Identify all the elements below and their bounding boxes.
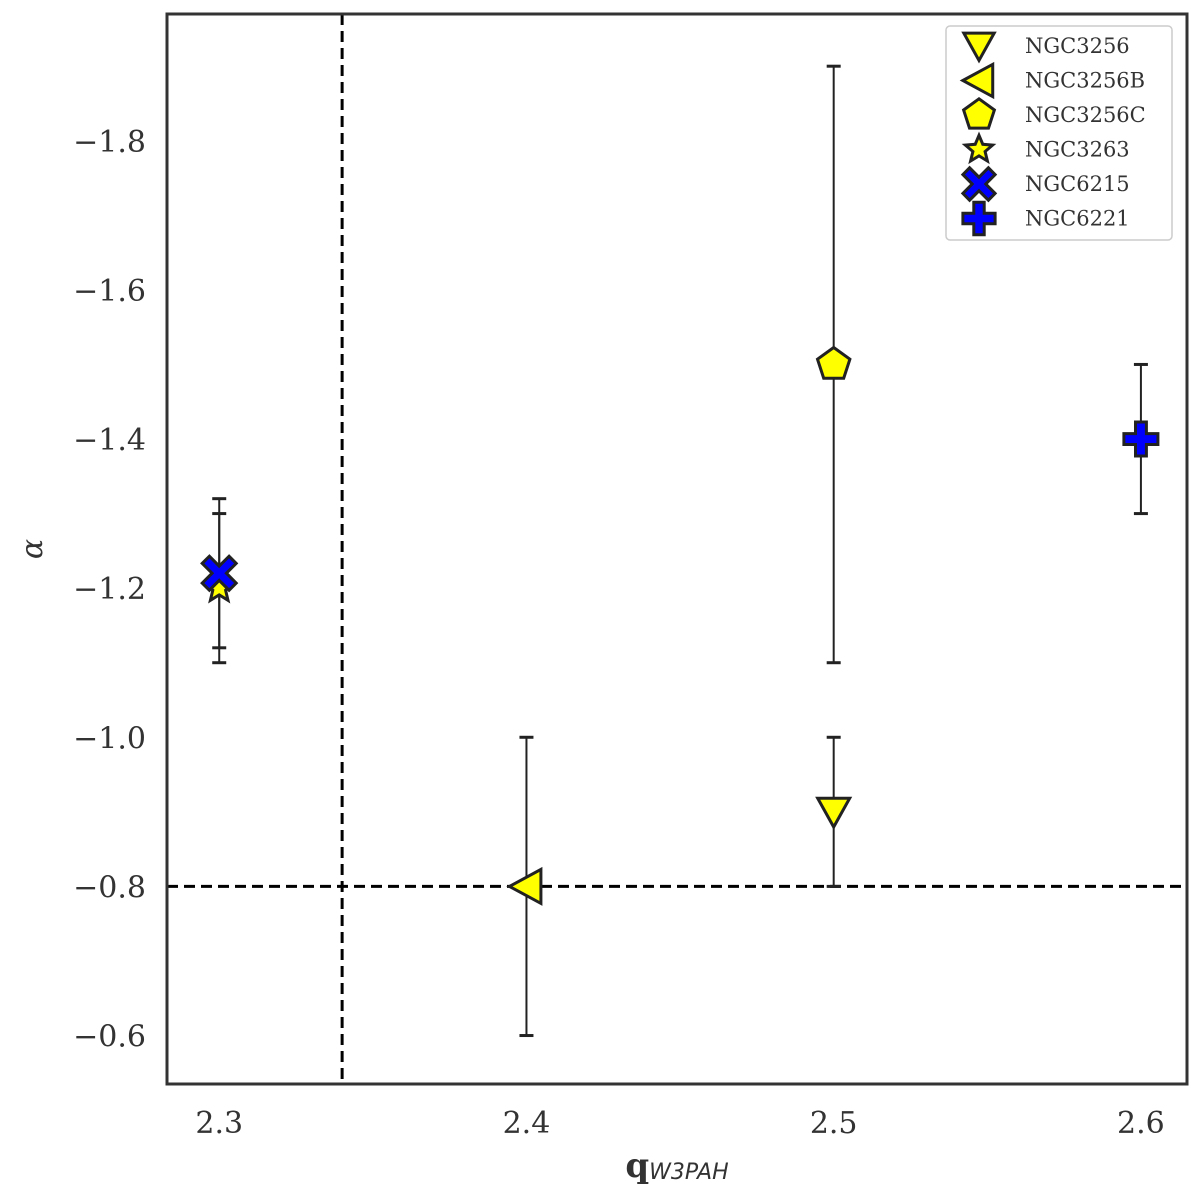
legend-label: NGC6221 bbox=[1025, 207, 1130, 231]
y-tick-label: −1.2 bbox=[73, 572, 146, 607]
point-ngc3256c bbox=[815, 345, 852, 380]
legend-marker-ngc3263 bbox=[961, 131, 997, 165]
x-tick-label: 2.4 bbox=[503, 1106, 551, 1141]
x-axis-label-subscript: W3PAH bbox=[649, 1160, 729, 1185]
legend-label: NGC3256B bbox=[1025, 69, 1145, 93]
y-tick-label: −1.4 bbox=[73, 423, 146, 458]
legend-marker-ngc3256b bbox=[959, 61, 995, 100]
x-axis-label-main: q bbox=[625, 1146, 649, 1186]
legend-marker-ngc3256 bbox=[961, 31, 997, 64]
x-axis: 2.3 2.4 2.5 2.6 bbox=[195, 1106, 1164, 1141]
legend-marker-ngc6215 bbox=[960, 165, 998, 203]
x-axis-label: qW3PAH bbox=[625, 1146, 728, 1186]
legend-marker-ngc6221 bbox=[961, 200, 997, 237]
legend: NGC3256 NGC3256B NGC3256C NGC3263 NGC6215 NGC… bbox=[945, 25, 1173, 241]
y-tick-label: −1.6 bbox=[73, 274, 146, 309]
point-ngc6215 bbox=[200, 554, 239, 593]
legend-label: NGC3256 bbox=[1025, 34, 1130, 58]
legend-label: NGC3256C bbox=[1025, 103, 1146, 127]
y-tick-label: −0.6 bbox=[73, 1020, 146, 1055]
x-tick-label: 2.3 bbox=[195, 1106, 243, 1141]
plot-frame bbox=[165, 12, 1189, 1086]
x-tick-label: 2.5 bbox=[810, 1106, 858, 1141]
y-axis: −0.6 −0.8 −1.0 −1.2 −1.4 −1.6 −1.8 bbox=[73, 125, 146, 1055]
legend-marker-ngc3256c bbox=[961, 96, 997, 130]
data-markers bbox=[200, 345, 1160, 906]
legend-frame bbox=[945, 25, 1173, 241]
point-ngc3256 bbox=[815, 796, 853, 831]
point-ngc6221 bbox=[1122, 420, 1160, 458]
legend-label: NGC3263 bbox=[1025, 138, 1130, 162]
legend-label: NGC6215 bbox=[1025, 172, 1130, 196]
y-tick-label: −1.0 bbox=[73, 721, 146, 756]
point-ngc3256b bbox=[506, 866, 543, 906]
y-tick-label: −0.8 bbox=[73, 870, 146, 905]
reference-lines bbox=[167, 14, 1187, 1084]
x-tick-label: 2.6 bbox=[1117, 1106, 1165, 1141]
y-axis-label: α bbox=[15, 539, 50, 559]
y-tick-label: −1.8 bbox=[73, 125, 146, 160]
